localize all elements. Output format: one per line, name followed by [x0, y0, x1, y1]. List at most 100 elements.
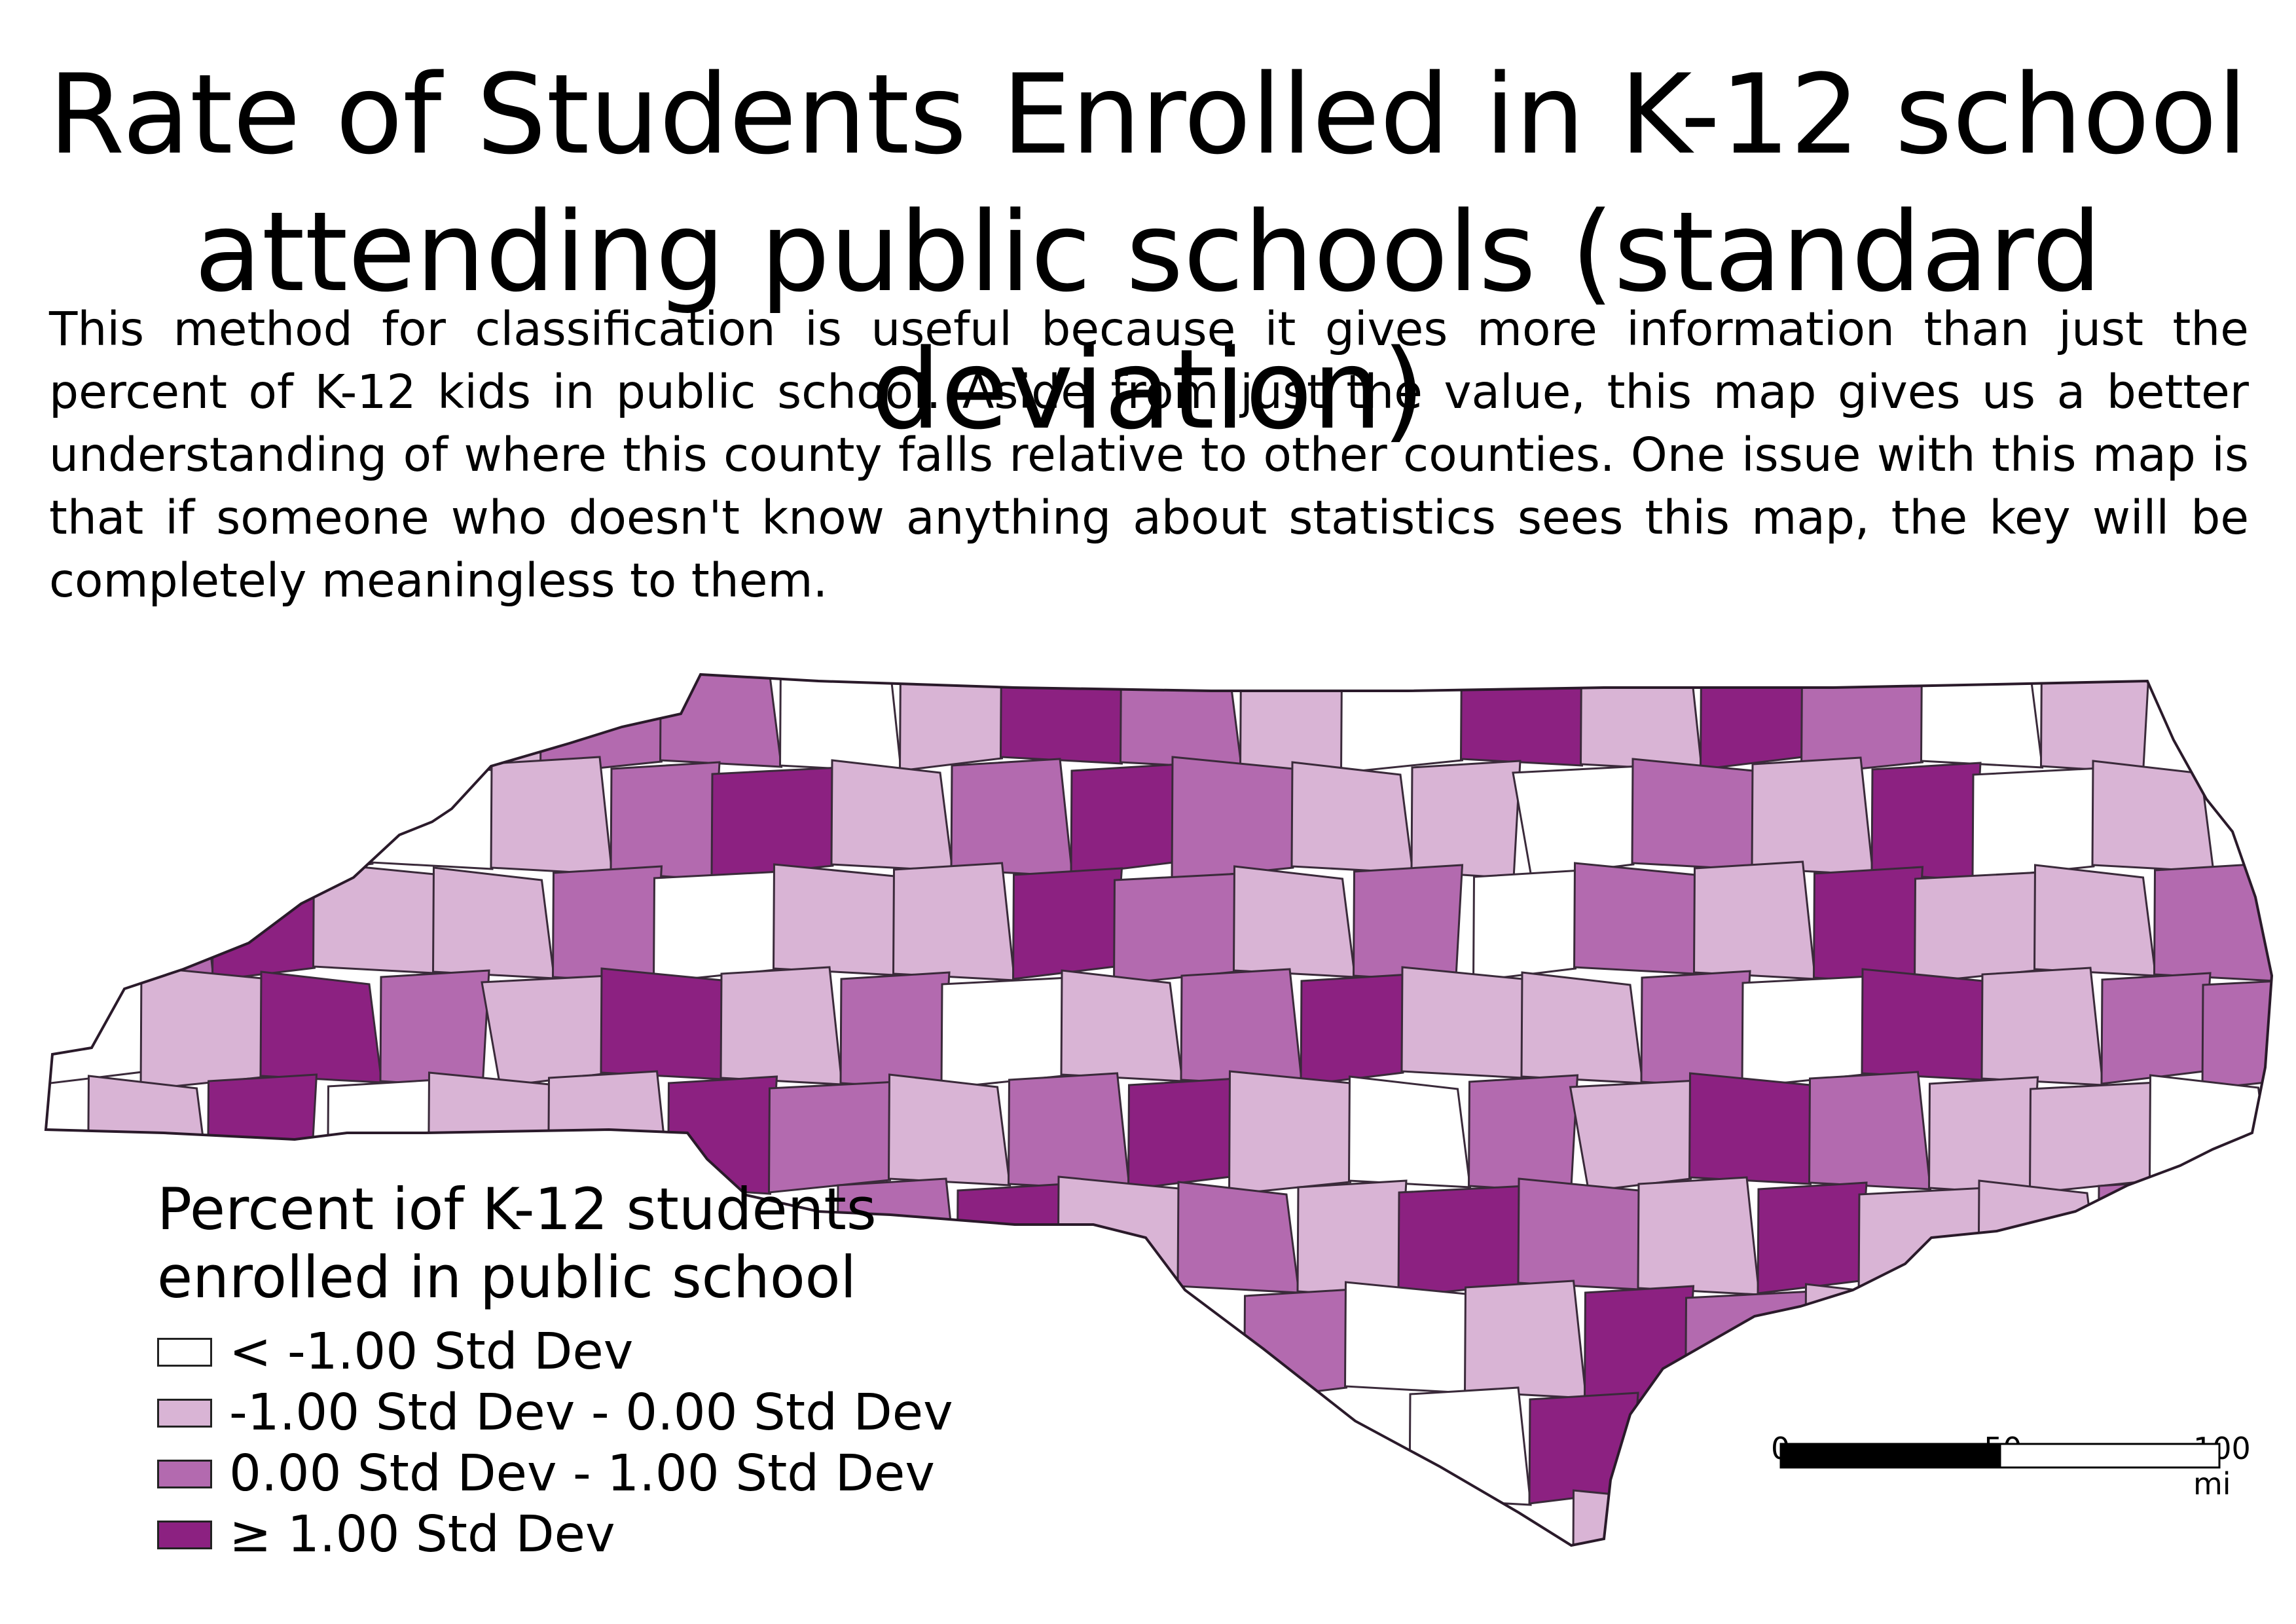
county-polygon	[1127, 1077, 1239, 1190]
county-polygon	[2153, 862, 2272, 982]
county-polygon	[1640, 970, 1751, 1090]
county-polygon	[1070, 763, 1181, 876]
county-polygon	[1688, 1072, 1819, 1185]
map-title: Rate of Students Enrolled in K-12 school…	[0, 46, 2296, 458]
county-polygon	[1583, 1285, 1695, 1405]
legend-title: Percent iof K-12 students enrolled in pu…	[157, 1175, 877, 1312]
county-polygon	[2201, 977, 2272, 1090]
county-polygon	[370, 757, 500, 870]
county-polygon	[1343, 1281, 1474, 1394]
county-polygon	[892, 862, 1016, 982]
legend-item-0-to-1: 0.00 Std Dev - 1.00 Std Dev	[157, 1445, 935, 1503]
county-polygon	[259, 970, 383, 1084]
county-polygon	[1528, 1392, 1639, 1505]
county-polygon	[379, 969, 490, 1089]
county-polygon	[652, 870, 783, 984]
county-polygon	[1459, 674, 1590, 767]
county-polygon	[772, 863, 903, 976]
county-polygon	[211, 868, 323, 982]
county-polygon	[1520, 971, 1644, 1084]
county-polygon	[600, 967, 730, 1080]
county-polygon	[1692, 860, 1817, 980]
county-polygon	[1290, 761, 1414, 874]
county-polygon	[2033, 864, 2157, 977]
county-polygon	[1408, 1386, 1532, 1506]
county-polygon	[1927, 1076, 2039, 1196]
county-polygon	[1112, 872, 1243, 986]
legend-label: 0.00 Std Dev - 1.00 Std Dev	[229, 1445, 935, 1503]
county-polygon	[1296, 1179, 1408, 1299]
county-polygon	[1699, 674, 1811, 771]
county-polygon	[1300, 973, 1411, 1086]
county-polygon	[1808, 1071, 1932, 1190]
county-polygon	[778, 674, 903, 773]
county-polygon	[46, 972, 150, 1086]
county-polygon	[1573, 862, 1704, 975]
county-polygon	[1913, 871, 2044, 984]
county-polygon	[551, 865, 663, 985]
county-polygon	[1171, 756, 1301, 881]
scale-bar	[1779, 1443, 2221, 1469]
county-polygon	[1339, 674, 1470, 774]
county-polygon	[898, 674, 1010, 772]
county-polygon	[2097, 1178, 2208, 1298]
legend-swatch	[157, 1459, 212, 1488]
county-polygon	[1397, 1185, 1527, 1298]
county-polygon	[1011, 867, 1123, 980]
county-polygon	[1571, 1489, 1702, 1545]
county-polygon	[438, 674, 550, 777]
legend-label: < -1.00 Std Dev	[229, 1323, 634, 1381]
county-polygon	[1980, 967, 2104, 1086]
legend-label: ≥ 1.00 Std Dev	[229, 1505, 615, 1564]
county-polygon	[326, 1079, 438, 1192]
county-polygon	[1569, 1079, 1699, 1192]
legend-title-line-1: Percent iof K-12 students	[157, 1175, 877, 1243]
county-polygon	[1977, 1179, 2101, 1293]
county-polygon	[956, 1183, 1067, 1296]
county-polygon	[490, 756, 613, 876]
scale-bar-black-segment	[1779, 1443, 2001, 1469]
county-polygon	[1512, 765, 1641, 878]
county-polygon	[481, 974, 610, 1088]
county-polygon	[1751, 756, 1874, 876]
county-polygon	[720, 966, 843, 1086]
legend-swatch	[157, 1337, 212, 1367]
county-polygon	[1007, 1072, 1131, 1192]
county-polygon	[1467, 1074, 1579, 1194]
county-polygon	[431, 866, 556, 980]
county-polygon	[1463, 1280, 1588, 1399]
legend-item-below-minus-1: < -1.00 Std Dev	[157, 1323, 633, 1381]
county-polygon	[999, 674, 1130, 765]
legend-item-above-1: ≥ 1.00 Std Dev	[157, 1505, 615, 1564]
scale-bar-white-segment	[1999, 1443, 2221, 1469]
county-polygon	[1243, 1288, 1355, 1401]
county-polygon	[2100, 972, 2212, 1085]
county-polygon	[1176, 1181, 1300, 1294]
county-polygon	[1631, 758, 1761, 871]
county-polygon	[839, 971, 951, 1091]
county-polygon	[1060, 969, 1184, 1082]
map-description: This method for classification is useful…	[49, 302, 2249, 608]
county-polygon	[1870, 762, 1982, 881]
north-carolina-county-map	[44, 673, 2274, 1547]
county-polygon	[1804, 1283, 1928, 1396]
county-polygon	[1400, 966, 1531, 1079]
county-polygon	[610, 761, 721, 881]
county-polygon	[1180, 968, 1303, 1088]
county-polygon	[950, 758, 1074, 877]
county-polygon	[206, 1073, 318, 1193]
county-polygon	[312, 861, 443, 974]
county-polygon	[1410, 760, 1522, 879]
county-polygon	[1228, 1070, 1358, 1196]
county-polygon	[139, 965, 270, 1091]
county-polygon	[1741, 975, 1871, 1088]
county-polygon	[1971, 767, 2102, 880]
title-line-1: Rate of Students Enrolled in K-12 school	[48, 50, 2248, 179]
county-polygon	[1119, 674, 1243, 770]
county-polygon	[1352, 864, 1464, 984]
title-line-2: attending public schools (standard devia…	[194, 188, 2102, 454]
legend-label: -1.00 Std Dev - 0.00 Std Dev	[229, 1384, 953, 1442]
county-polygon	[427, 1071, 558, 1185]
county-polygon	[1232, 865, 1357, 978]
county-polygon	[1757, 1181, 1868, 1295]
